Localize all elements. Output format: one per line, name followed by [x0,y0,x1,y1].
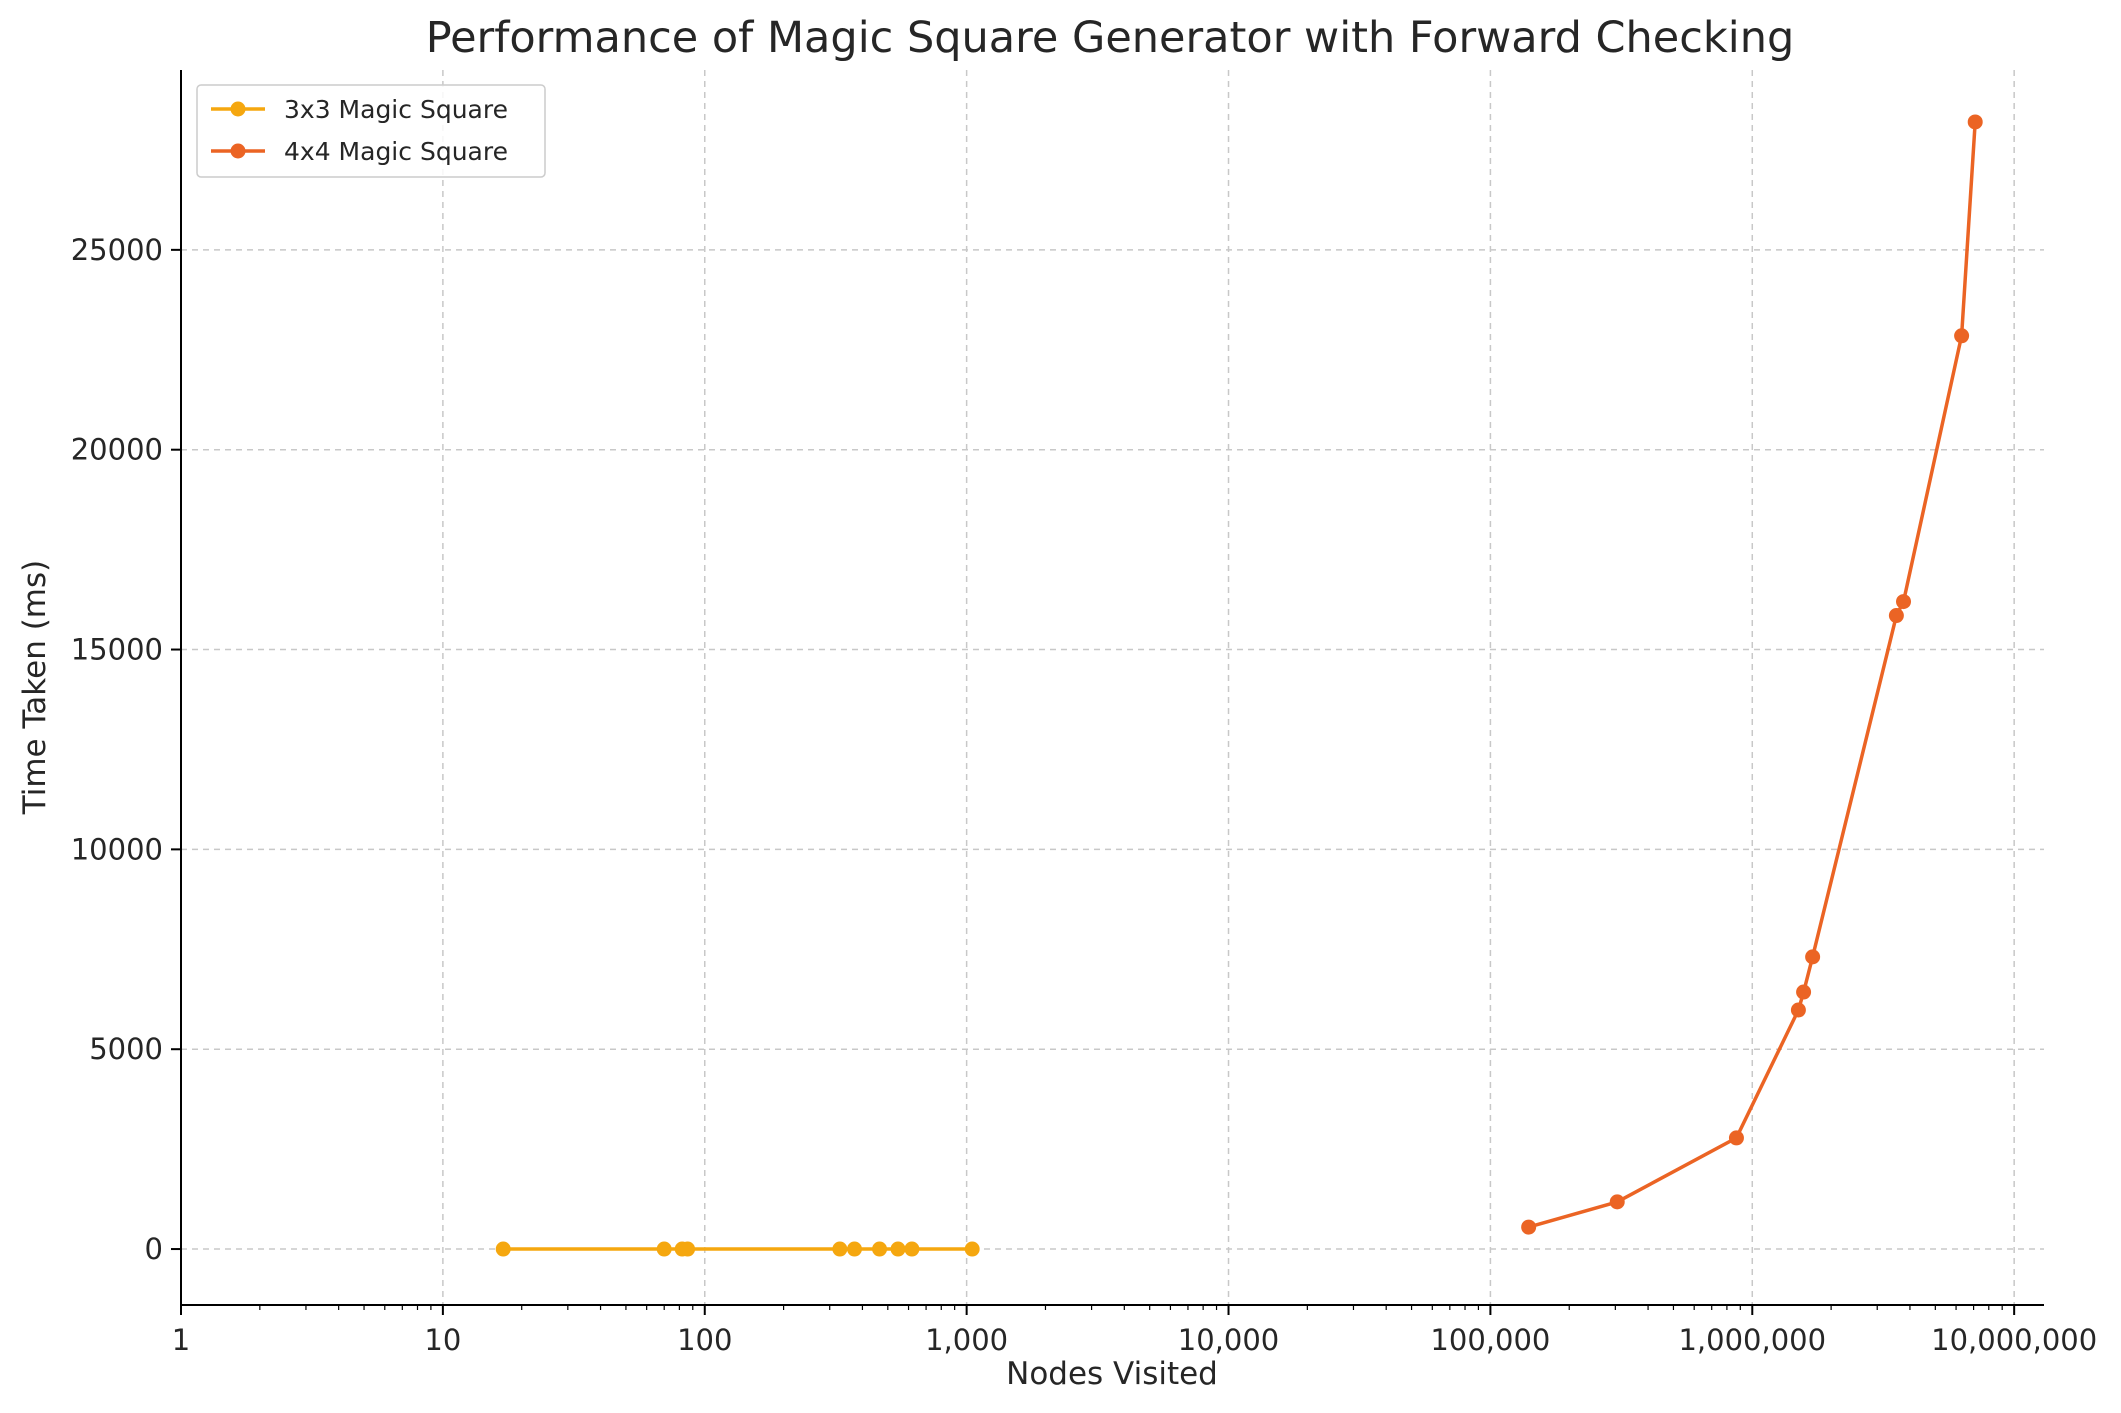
legend: 3x3 Magic Square 4x4 Magic Square [196,84,546,178]
data-point [656,1241,672,1257]
data-point [904,1241,920,1257]
y-tick-label: 15000 [71,633,163,667]
y-tick-label: 10000 [71,832,163,866]
data-point [1609,1194,1625,1210]
data-point [890,1241,906,1257]
data-point [1888,608,1904,624]
x-tick-label: 100 [677,1323,732,1357]
data-point [1728,1130,1744,1146]
x-tick-label: 10 [424,1323,461,1357]
legend-label: 4x4 Magic Square [284,137,508,166]
legend-marker [230,101,246,117]
data-point [1954,328,1970,344]
legend-box [196,84,546,178]
y-tick-label: 25000 [71,233,163,267]
x-tick-label: 1,000 [925,1323,1008,1357]
x-tick-label: 1 [172,1323,190,1357]
y-axis-label: Time Taken (ms) [17,560,53,815]
data-point [1805,949,1821,965]
chart-title: Performance of Magic Square Generator wi… [426,13,1795,63]
y-tick-label: 0 [145,1232,163,1266]
legend-marker [230,143,246,159]
data-point [1790,1002,1806,1018]
axes: 1 10 100 1,000 10,000 100,000 1,000,000 10,000,… [71,70,2097,1357]
legend-label: 3x3 Magic Square [284,95,508,124]
data-point [964,1241,980,1257]
data-point [832,1241,848,1257]
y-tick-label: 20000 [71,433,163,467]
x-tick-label: 10,000 [1178,1323,1279,1357]
series-layer [495,114,1983,1257]
grid-lines [181,70,2044,1305]
data-point [1896,594,1912,610]
data-point [846,1241,862,1257]
series-line [1528,121,1977,1229]
x-axis-label: Nodes Visited [1006,1356,1218,1392]
data-point [495,1241,511,1257]
x-tick-label: 10,000,000 [1931,1323,2097,1357]
data-point [680,1241,696,1257]
x-tick-label: 100,000 [1430,1323,1550,1357]
y-tick-label: 5000 [89,1032,163,1066]
data-point [1521,1219,1537,1235]
data-point [1796,984,1812,1000]
data-point [872,1241,888,1257]
data-point [1967,114,1983,130]
x-tick-label: 1,000,000 [1678,1323,1826,1357]
